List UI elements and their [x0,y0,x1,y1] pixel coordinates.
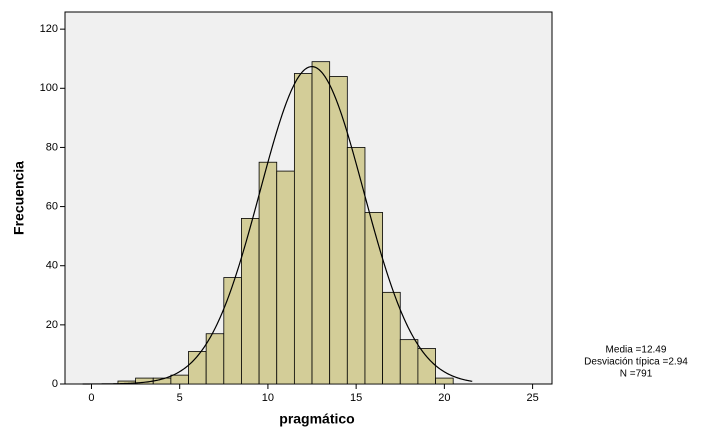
bar [276,170,295,385]
x-axis-title: pragmático [279,411,354,427]
bar [346,147,366,385]
bar [223,277,242,385]
bar [170,374,189,385]
y-tick-label: 20 [46,319,58,331]
x-tick-label: 20 [438,392,450,404]
y-tick-label: 60 [46,200,58,212]
normal-curve [82,66,473,385]
x-tick-label: 0 [88,392,94,404]
bar [258,161,278,385]
bar [293,73,313,385]
y-tick-label: 120 [40,23,58,35]
bar [399,339,419,385]
y-axis-title: Frecuencia [11,161,27,235]
bar [311,61,331,385]
bar [364,212,384,385]
bar [417,348,436,385]
bar [241,218,260,385]
bar [205,333,225,385]
x-tick-label: 25 [526,392,538,404]
bar [435,377,454,385]
stat-text: N =791 [620,369,653,380]
y-tick-label: 100 [40,82,58,94]
x-tick-label: 5 [177,392,183,404]
x-tick-label: 15 [350,392,362,404]
stat-text: Desviación típica =2.94 [584,357,688,368]
y-tick-label: 40 [46,260,58,272]
y-tick-label: 80 [46,141,58,153]
y-tick-label: 0 [52,378,58,390]
stat-text: Media =12.49 [606,345,667,356]
bar [382,291,401,385]
x-tick-label: 10 [262,392,274,404]
